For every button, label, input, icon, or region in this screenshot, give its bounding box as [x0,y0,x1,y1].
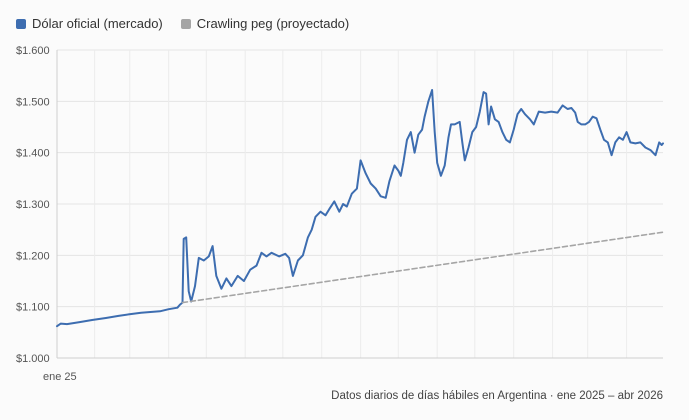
y-tick-label: $1.600 [16,45,50,57]
legend-item-peg: Crawling peg (proyectado) [180,16,350,31]
footnote: Datos diarios de días hábiles en Argenti… [331,390,663,402]
legend-swatch-market [16,18,26,29]
legend: Dólar oficial (mercado) Crawling peg (pr… [16,16,349,31]
y-tick-label: $1.400 [16,148,50,160]
y-tick-label: $1.200 [16,250,50,262]
x-tick-label: ene 25 [43,371,77,383]
chart-series [56,89,664,328]
legend-label-peg: Crawling peg (proyectado) [196,16,350,31]
y-axis: $1.000 $1.100 $1.200 $1.300 $1.400 $1.500 $1.6… [16,45,50,365]
legend-swatch-peg [180,18,191,29]
chart-grid [57,49,663,359]
y-tick-label: $1.300 [16,199,50,211]
legend-item-market: Dólar oficial (mercado) [16,16,163,31]
y-tick-label: $1.000 [16,353,50,365]
series-line-dolar-oficial [56,89,664,328]
y-tick-label: $1.500 [16,96,50,108]
x-axis: ene 25 [43,50,663,383]
series-line-crawling-peg [181,231,664,304]
legend-label-market: Dólar oficial (mercado) [32,16,163,31]
y-tick-label: $1.100 [16,302,50,314]
